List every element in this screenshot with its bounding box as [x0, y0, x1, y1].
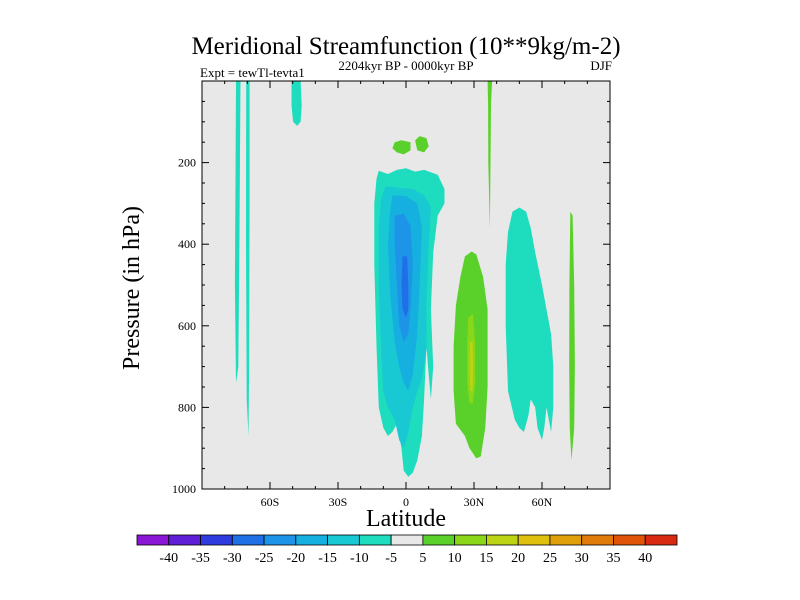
colorbar-label: 30 — [575, 551, 589, 566]
streamfunction-cell-upper-equatorial-b — [415, 136, 429, 153]
streamfunction-cell-nh-outer — [505, 207, 554, 440]
colorbar-label: 10 — [448, 551, 462, 566]
y-tick-label: 400 — [178, 237, 196, 251]
colorbar-label: -5 — [385, 551, 397, 566]
colorbar-label: 5 — [419, 551, 426, 566]
colorbar-label: -30 — [223, 551, 242, 566]
y-tick-label: 200 — [178, 156, 196, 170]
streamfunction-cell-nh-polar-sliver — [569, 211, 575, 461]
x-tick-label: 30S — [329, 495, 348, 509]
streamfunction-cell-nh-upper-sliver — [487, 81, 493, 228]
colorbar-box — [613, 534, 646, 546]
colorbar-box — [295, 534, 328, 546]
period-label: 2204kyr BP - 0000kyr BP — [338, 58, 473, 73]
streamfunction-cell-sh-upper-small — [291, 81, 302, 126]
colorbar-label: 35 — [606, 551, 620, 566]
colorbar-label: -20 — [286, 551, 305, 566]
y-axis-title: Pressure (in hPa) — [119, 206, 145, 370]
chart-title: Meridional Streamfunction (10**9kg/m-2) — [191, 33, 620, 60]
y-tick-label: 1000 — [172, 482, 196, 496]
colorbar-label: 15 — [479, 551, 493, 566]
colorbar-label: -15 — [318, 551, 337, 566]
colorbar-box — [168, 534, 201, 546]
colorbar-box — [358, 534, 392, 546]
colorbar-box — [231, 534, 265, 546]
colorbar: -40 -35 -30 -25 -20 -15 -10 -5 5 10 15 20 25 30 35 40 — [136, 534, 678, 566]
y-tick-label: 800 — [178, 400, 196, 414]
colorbar-box — [644, 534, 678, 546]
colorbar-label: 25 — [543, 551, 557, 566]
colorbar-box — [263, 534, 297, 546]
streamfunction-cell-upper-equatorial-a — [392, 140, 411, 155]
colorbar-box — [454, 534, 487, 546]
colorbar-box — [200, 534, 233, 546]
streamfunction-cell-tropical-core-b — [401, 256, 409, 318]
season-label: DJF — [590, 58, 612, 73]
x-axis-title: Latitude — [366, 506, 446, 532]
colorbar-box — [136, 534, 170, 546]
y-axis: 200 400 600 800 1000 — [172, 100, 610, 496]
colorbar-label: -10 — [350, 551, 369, 566]
x-tick-label: 30N — [464, 495, 485, 509]
colorbar-box — [327, 534, 360, 546]
streamfunction-cell-sh-polar-b — [246, 81, 250, 436]
experiment-label: Expt = tewTl-tevta1 — [200, 65, 305, 80]
streamfunction-cell-sh-polar-a — [234, 81, 241, 383]
streamfunction-cell-nh-positive-peak — [469, 342, 474, 392]
colorbar-label: -25 — [255, 551, 274, 566]
colorbar-box — [390, 534, 424, 546]
x-axis: 60S 30S 0 30N 60N — [224, 81, 588, 509]
colorbar-box — [422, 534, 456, 546]
x-tick-label: 60N — [532, 495, 553, 509]
x-tick-label: 60S — [261, 495, 280, 509]
colorbar-box — [517, 534, 551, 546]
colorbar-box — [549, 534, 583, 546]
colorbar-label: -35 — [191, 551, 210, 566]
contour-regions — [234, 81, 575, 477]
colorbar-label: -40 — [159, 551, 178, 566]
colorbar-label: 20 — [511, 551, 525, 566]
x-tick-label: 0 — [403, 495, 409, 509]
colorbar-box — [581, 534, 614, 546]
y-tick-label: 600 — [178, 319, 196, 333]
colorbar-label: 40 — [638, 551, 652, 566]
colorbar-box — [486, 534, 519, 546]
